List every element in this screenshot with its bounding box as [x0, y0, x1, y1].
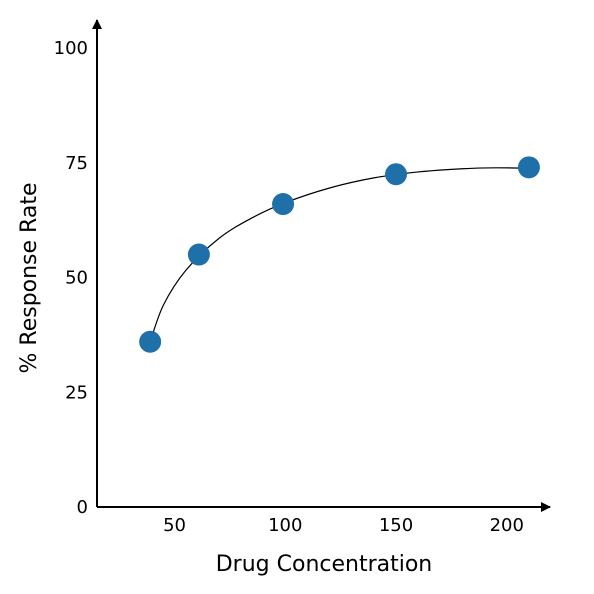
y-tick-label: 75	[65, 153, 88, 174]
y-tick-label: 25	[65, 382, 88, 403]
y-tick-label: 50	[65, 268, 88, 289]
x-axis-label: Drug Concentration	[216, 552, 433, 577]
axes	[92, 19, 551, 512]
tick-labels-layer: 50 100 150 200 0 25 50 75 100	[54, 38, 524, 536]
data-point	[517, 156, 540, 179]
y-tick-label: 0	[77, 497, 88, 518]
x-tick-label: 50	[163, 515, 186, 536]
fit-curve-layer	[149, 167, 529, 342]
data-point	[187, 243, 210, 266]
x-tick-label: 200	[490, 515, 524, 536]
data-point	[272, 193, 295, 216]
x-tick-label: 150	[379, 515, 413, 536]
fit-curve	[149, 167, 529, 342]
data-point	[385, 163, 408, 186]
y-tick-label: 100	[54, 38, 88, 59]
y-axis-label: % Response Rate	[17, 183, 42, 374]
data-point	[139, 330, 162, 353]
x-tick-label: 100	[268, 515, 302, 536]
points-layer	[139, 156, 540, 353]
